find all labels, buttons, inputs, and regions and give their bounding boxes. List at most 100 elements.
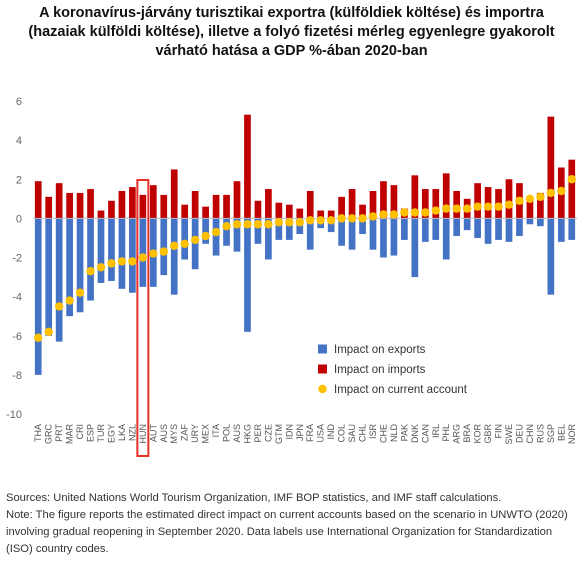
legend-imports-swatch	[318, 364, 327, 374]
x-tick-label: CHE	[378, 424, 388, 443]
import-bar	[390, 185, 398, 219]
y-tick-label: -2	[12, 253, 22, 265]
x-tick-label: KOR	[473, 424, 483, 444]
current-account-series	[34, 175, 576, 342]
x-tick-label: BRA	[462, 424, 472, 443]
export-bar	[254, 218, 262, 244]
x-tick-label: AUS	[232, 424, 242, 443]
current-account-point	[525, 194, 535, 204]
x-tick-label: IND	[326, 424, 336, 440]
import-bar	[537, 192, 544, 219]
x-tick-label: SWE	[504, 424, 514, 445]
export-bar	[401, 218, 408, 240]
import-bar	[254, 200, 262, 219]
current-account-point	[389, 210, 399, 219]
x-tick-label: SAU	[347, 424, 357, 443]
export-bar	[87, 218, 94, 301]
current-account-point	[442, 204, 451, 213]
current-account-point	[316, 216, 325, 225]
y-tick-label: -6	[12, 331, 22, 343]
y-tick-label: -8	[12, 370, 22, 382]
current-account-point	[180, 239, 189, 249]
current-account-point	[138, 253, 148, 262]
export-bar	[484, 218, 492, 244]
x-tick-label: IDN	[284, 424, 294, 440]
current-account-point	[368, 212, 378, 221]
export-bar	[139, 218, 147, 287]
import-bar	[338, 196, 345, 219]
x-tick-label: MYS	[169, 424, 179, 444]
x-tick-label: PAK	[399, 424, 409, 441]
y-tick-label: -10	[6, 409, 22, 421]
export-bar	[547, 218, 555, 295]
current-account-point	[410, 208, 420, 217]
source-line-1: Sources: United Nations World Tourism Or…	[6, 492, 502, 504]
export-bar	[411, 218, 419, 278]
import-bar	[432, 189, 440, 219]
current-account-point	[253, 220, 263, 229]
current-account-point	[462, 204, 472, 213]
export-bar	[474, 218, 481, 238]
current-account-point	[452, 204, 461, 213]
x-tick-label: CHN	[525, 424, 535, 444]
export-bar	[170, 218, 178, 295]
import-bar	[87, 189, 94, 219]
title-line-1: A koronavírus-járvány turisztikai export…	[39, 5, 544, 21]
x-axis-labels: THA GRC PRT MAR CRI ESP TUR EGY LKA NZL HUN AUT AUS M…	[33, 423, 577, 444]
export-bar	[526, 218, 534, 225]
import-bar	[55, 183, 63, 219]
x-tick-label: CZE	[263, 424, 273, 442]
y-tick-label: 0	[16, 213, 22, 225]
x-tick-label: URY	[190, 424, 200, 443]
y-tick-label: 4	[16, 135, 22, 147]
export-bar	[463, 218, 471, 231]
current-account-point	[295, 218, 304, 227]
export-bar	[495, 218, 502, 240]
current-account-point	[54, 302, 64, 311]
x-tick-label: TUR	[96, 424, 106, 443]
current-account-point	[117, 257, 127, 266]
export-bar	[233, 218, 241, 252]
x-tick-label: SGP	[546, 424, 556, 443]
x-tick-label: EGY	[106, 424, 116, 443]
import-bar	[526, 200, 534, 219]
export-bar	[306, 218, 314, 250]
current-account-point	[546, 188, 556, 198]
import-bar	[191, 190, 199, 219]
import-bar	[265, 189, 272, 219]
import-bar	[97, 210, 105, 219]
title-line-3: várható hatása a GDP %-ában 2020-ban	[155, 43, 428, 59]
x-tick-label: ITA	[211, 424, 221, 437]
current-account-point	[170, 241, 179, 250]
legend-exports-swatch	[318, 344, 327, 354]
export-bar	[359, 218, 366, 235]
current-account-point	[326, 216, 336, 225]
import-bar	[411, 175, 419, 219]
chart-title: A koronavírus-járvány turisztikai export…	[0, 4, 583, 61]
export-bar	[97, 218, 105, 283]
x-tick-label: PHL	[441, 424, 451, 442]
x-tick-label: FIN	[494, 424, 504, 439]
x-tick-label: ISR	[368, 424, 378, 440]
import-bar	[181, 204, 189, 219]
x-tick-label: PRT	[54, 424, 64, 442]
y-tick-label: -4	[12, 292, 22, 304]
export-bar	[265, 218, 272, 260]
legend-exports-label: Impact on exports	[334, 344, 426, 356]
current-account-point	[128, 257, 137, 266]
x-tick-label: DNK	[410, 424, 420, 443]
x-tick-label: PER	[253, 424, 263, 443]
import-bar	[442, 173, 450, 219]
x-tick-label: GBR	[483, 424, 493, 444]
x-tick-label: NOR	[567, 424, 577, 445]
x-tick-label: DEU	[514, 424, 524, 443]
x-tick-label: COL	[337, 424, 347, 443]
current-account-point	[96, 263, 106, 272]
x-tick-label: ZAF	[180, 423, 190, 441]
x-tick-label: AUT	[148, 423, 158, 442]
export-bar	[66, 218, 73, 317]
x-tick-label: HUN	[138, 424, 148, 444]
legend-current-account-swatch	[318, 384, 327, 394]
import-bar	[244, 114, 251, 219]
x-tick-label: ESP	[86, 424, 96, 442]
